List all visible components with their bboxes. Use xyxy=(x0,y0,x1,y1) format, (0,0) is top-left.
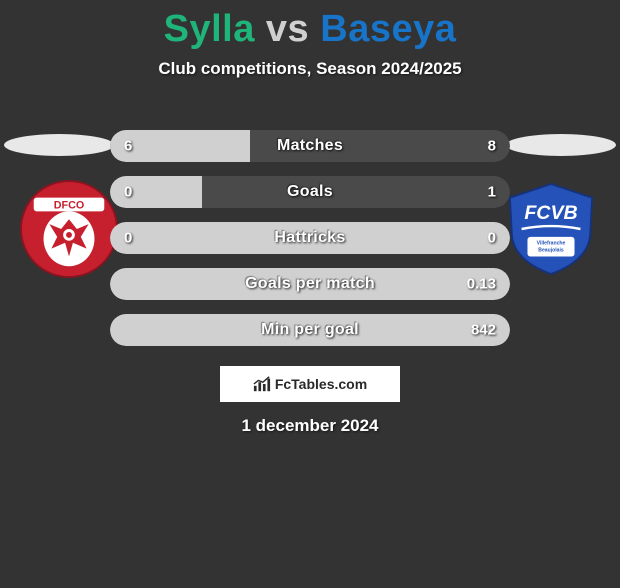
watermark-box: FcTables.com xyxy=(220,366,400,402)
team2-crest: FCVB Villefranche Beaujolais xyxy=(502,180,600,278)
watermark-text: FcTables.com xyxy=(275,376,367,392)
page-title: Sylla vs Baseya xyxy=(0,8,620,51)
player2-name: Baseya xyxy=(320,8,456,50)
subtitle: Club competitions, Season 2024/2025 xyxy=(0,59,620,79)
stat-bar: 00Hattricks xyxy=(110,222,510,254)
date-text: 1 december 2024 xyxy=(0,416,620,436)
player2-shadow-ellipse xyxy=(506,134,616,156)
player1-shadow-ellipse xyxy=(4,134,114,156)
stat-bar: 0.13Goals per match xyxy=(110,268,510,300)
stat-bar: 01Goals xyxy=(110,176,510,208)
svg-text:DFCO: DFCO xyxy=(54,199,84,211)
stats-bars-container: 68Matches 01Goals 00Hattricks 0.13Goals per… xyxy=(110,130,510,360)
vs-text: vs xyxy=(266,8,309,50)
stat-label: Matches xyxy=(110,137,510,155)
player1-name: Sylla xyxy=(164,8,255,50)
svg-text:Beaujolais: Beaujolais xyxy=(538,248,564,254)
team2-crest-svg: FCVB Villefranche Beaujolais xyxy=(502,180,600,278)
stat-label: Goals xyxy=(110,183,510,201)
svg-text:FCVB: FCVB xyxy=(524,202,577,224)
stat-label: Goals per match xyxy=(110,275,510,293)
team1-crest-svg: DFCO xyxy=(20,180,118,278)
team1-crest: DFCO xyxy=(20,180,118,278)
stat-label: Hattricks xyxy=(110,229,510,247)
stat-label: Min per goal xyxy=(110,321,510,339)
svg-text:Villefranche: Villefranche xyxy=(537,241,566,247)
stat-bar: 68Matches xyxy=(110,130,510,162)
watermark-chart-icon xyxy=(253,375,271,393)
stat-bar: 842Min per goal xyxy=(110,314,510,346)
